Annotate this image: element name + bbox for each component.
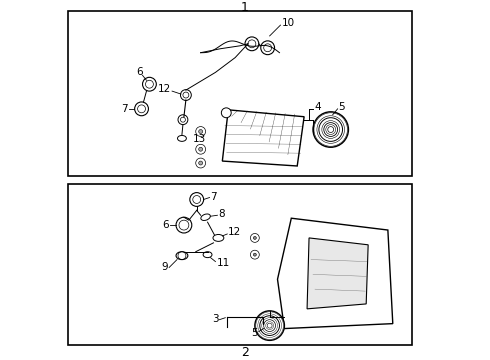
Text: 5: 5: [339, 102, 345, 112]
Ellipse shape: [203, 252, 212, 258]
Ellipse shape: [213, 234, 224, 241]
Circle shape: [198, 147, 203, 151]
Circle shape: [253, 237, 256, 239]
Text: 12: 12: [158, 84, 171, 94]
Circle shape: [245, 37, 259, 51]
Text: 1: 1: [241, 1, 249, 14]
Circle shape: [261, 41, 274, 55]
Circle shape: [253, 253, 256, 256]
Polygon shape: [222, 110, 304, 166]
Circle shape: [198, 161, 203, 165]
Circle shape: [221, 108, 231, 118]
Text: 6: 6: [136, 67, 143, 77]
Text: 2: 2: [241, 346, 249, 359]
Circle shape: [135, 102, 148, 116]
Bar: [68, 184, 413, 345]
Text: 3: 3: [212, 314, 219, 324]
Text: 13: 13: [193, 134, 206, 144]
Text: 7: 7: [211, 192, 217, 202]
Text: 6: 6: [163, 220, 169, 230]
Circle shape: [180, 90, 191, 100]
Circle shape: [198, 130, 203, 134]
Circle shape: [143, 77, 156, 91]
Circle shape: [255, 311, 284, 341]
Circle shape: [190, 193, 204, 206]
Circle shape: [176, 217, 192, 233]
Text: 4: 4: [314, 102, 320, 112]
Polygon shape: [277, 218, 393, 329]
Text: 11: 11: [217, 257, 230, 267]
Circle shape: [313, 112, 348, 147]
Text: 5: 5: [251, 328, 258, 338]
Text: 12: 12: [228, 227, 242, 237]
Text: 10: 10: [281, 18, 294, 28]
Ellipse shape: [201, 214, 210, 220]
Bar: [68, 11, 413, 176]
Polygon shape: [307, 238, 368, 309]
Text: 9: 9: [162, 262, 168, 273]
Text: 8: 8: [219, 209, 225, 219]
Ellipse shape: [177, 135, 186, 141]
Circle shape: [178, 115, 188, 125]
Text: 7: 7: [121, 104, 128, 114]
